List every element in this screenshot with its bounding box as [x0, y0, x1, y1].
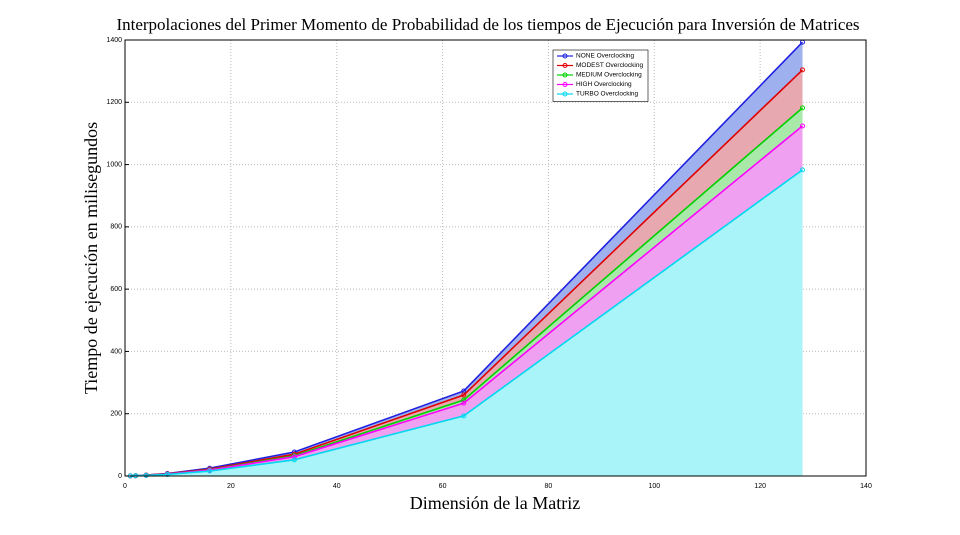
plot-frame — [124, 39, 867, 477]
x-tick-label: 100 — [648, 483, 660, 490]
legend-marker — [562, 82, 568, 87]
y-tick-label: 800 — [110, 224, 122, 231]
point-marker — [291, 457, 297, 463]
x-axis-label: Dimensión de la Matriz — [410, 493, 580, 513]
point-marker — [291, 454, 297, 460]
y-tick-label: 1000 — [106, 161, 122, 168]
y-tick-label: 400 — [110, 348, 122, 355]
x-tick-label: 60 — [439, 483, 447, 490]
series-area — [130, 169, 803, 476]
point-marker — [799, 105, 805, 111]
legend-box — [552, 49, 649, 102]
y-axis-label: Tiempo de ejecución en milisegundos — [81, 122, 101, 394]
legend-marker — [562, 91, 568, 97]
x-tick-label: 0 — [123, 483, 127, 490]
point-marker — [799, 123, 805, 129]
y-tick-label: 600 — [110, 286, 122, 293]
legend-marker — [562, 53, 568, 59]
chart-title: Interpolaciones del Primer Momento de Pr… — [116, 15, 859, 34]
point-marker — [461, 397, 467, 403]
legend-label: TURBO Overclocking — [576, 91, 639, 98]
legend-label: MODEST Overclocking — [576, 62, 643, 69]
y-tick-label: 200 — [110, 411, 122, 418]
y-tick-label: 0 — [118, 473, 122, 480]
point-marker — [461, 400, 467, 406]
y-tick-label: 1200 — [106, 99, 122, 106]
point-marker — [799, 167, 805, 173]
x-tick-label: 120 — [754, 483, 766, 490]
x-tick-label: 80 — [545, 483, 553, 490]
point-marker — [799, 67, 805, 73]
legend-label: NONE Overclocking — [576, 53, 635, 60]
point-marker — [143, 472, 149, 478]
x-tick-label: 40 — [333, 483, 341, 490]
point-marker — [207, 468, 213, 474]
legend-marker — [562, 63, 568, 68]
legend-label: HIGH Overclocking — [576, 81, 632, 88]
y-tick-label: 1400 — [106, 37, 122, 44]
legend-label: MEDIUM Overclocking — [576, 72, 642, 79]
x-tick-label: 140 — [860, 483, 872, 490]
point-marker — [461, 392, 467, 398]
x-tick-label: 20 — [227, 483, 235, 490]
legend-marker — [562, 72, 568, 78]
point-marker — [461, 413, 467, 419]
